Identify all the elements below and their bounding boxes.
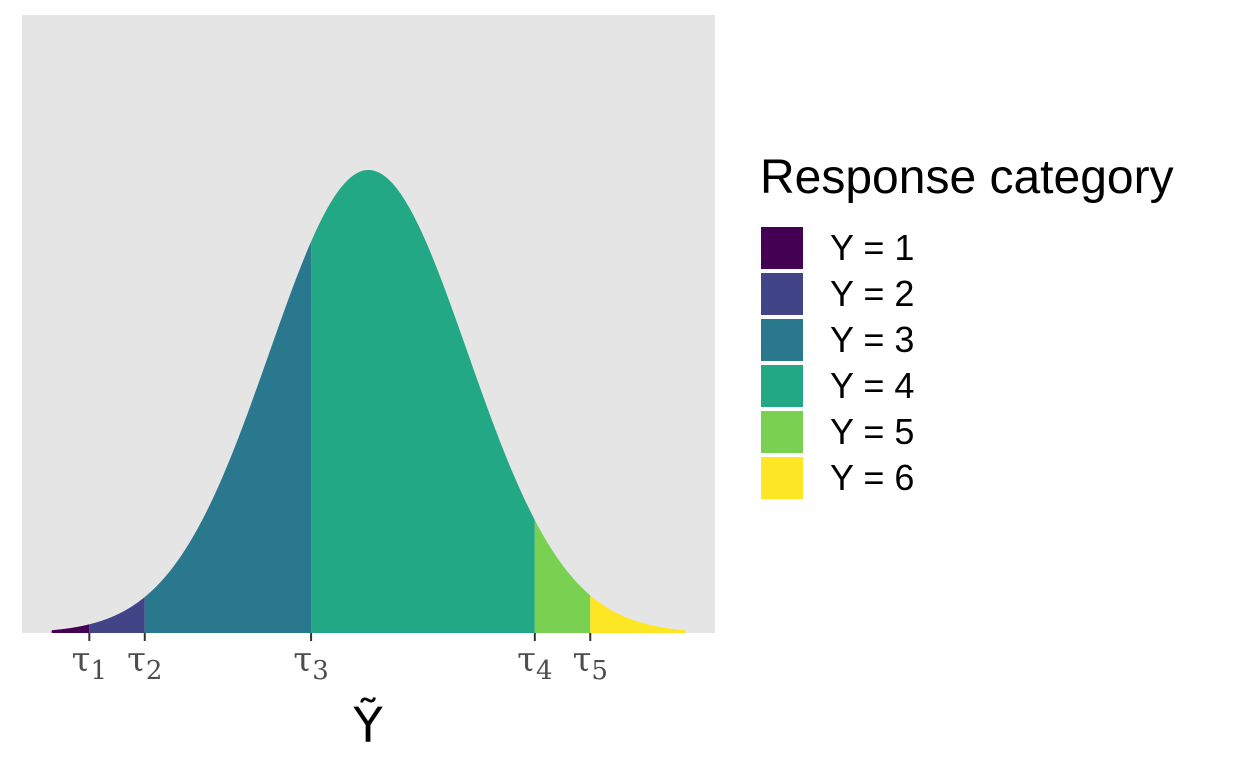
area-category-5: [534, 520, 591, 633]
tick-label-4: τ4: [517, 640, 552, 686]
x-axis-ticks: τ1 τ2 τ3 τ4 τ5: [72, 633, 608, 686]
legend-key-6: [759, 455, 805, 501]
legend-label-6: Y = 6: [830, 457, 914, 498]
area-category-2: [89, 596, 145, 633]
legend-label-5: Y = 5: [830, 411, 914, 452]
legend-label-3: Y = 3: [830, 319, 914, 360]
legend-key-2: [759, 271, 805, 317]
tick-label-5: τ5: [573, 640, 608, 686]
x-axis-title: Ỹ: [352, 698, 383, 754]
legend-title: Response category: [760, 151, 1174, 204]
area-category-3: [144, 241, 312, 633]
legend-key-4: [759, 363, 805, 409]
legend-key-5: [759, 409, 805, 455]
density-areas: [51, 170, 686, 634]
legend-key-1: [759, 225, 805, 271]
legend: Y = 1 Y = 2 Y = 3 Y = 4 Y = 5 Y = 6: [759, 225, 914, 501]
legend-label-2: Y = 2: [830, 273, 914, 314]
area-category-4: [311, 170, 535, 634]
tick-label-3: τ3: [293, 640, 328, 686]
tick-label-2: τ2: [127, 640, 162, 686]
area-category-1: [51, 624, 90, 633]
area-category-6: [590, 595, 686, 633]
legend-label-1: Y = 1: [830, 227, 914, 268]
legend-label-4: Y = 4: [830, 365, 914, 406]
tick-label-1: τ1: [72, 640, 107, 686]
legend-key-3: [759, 317, 805, 363]
